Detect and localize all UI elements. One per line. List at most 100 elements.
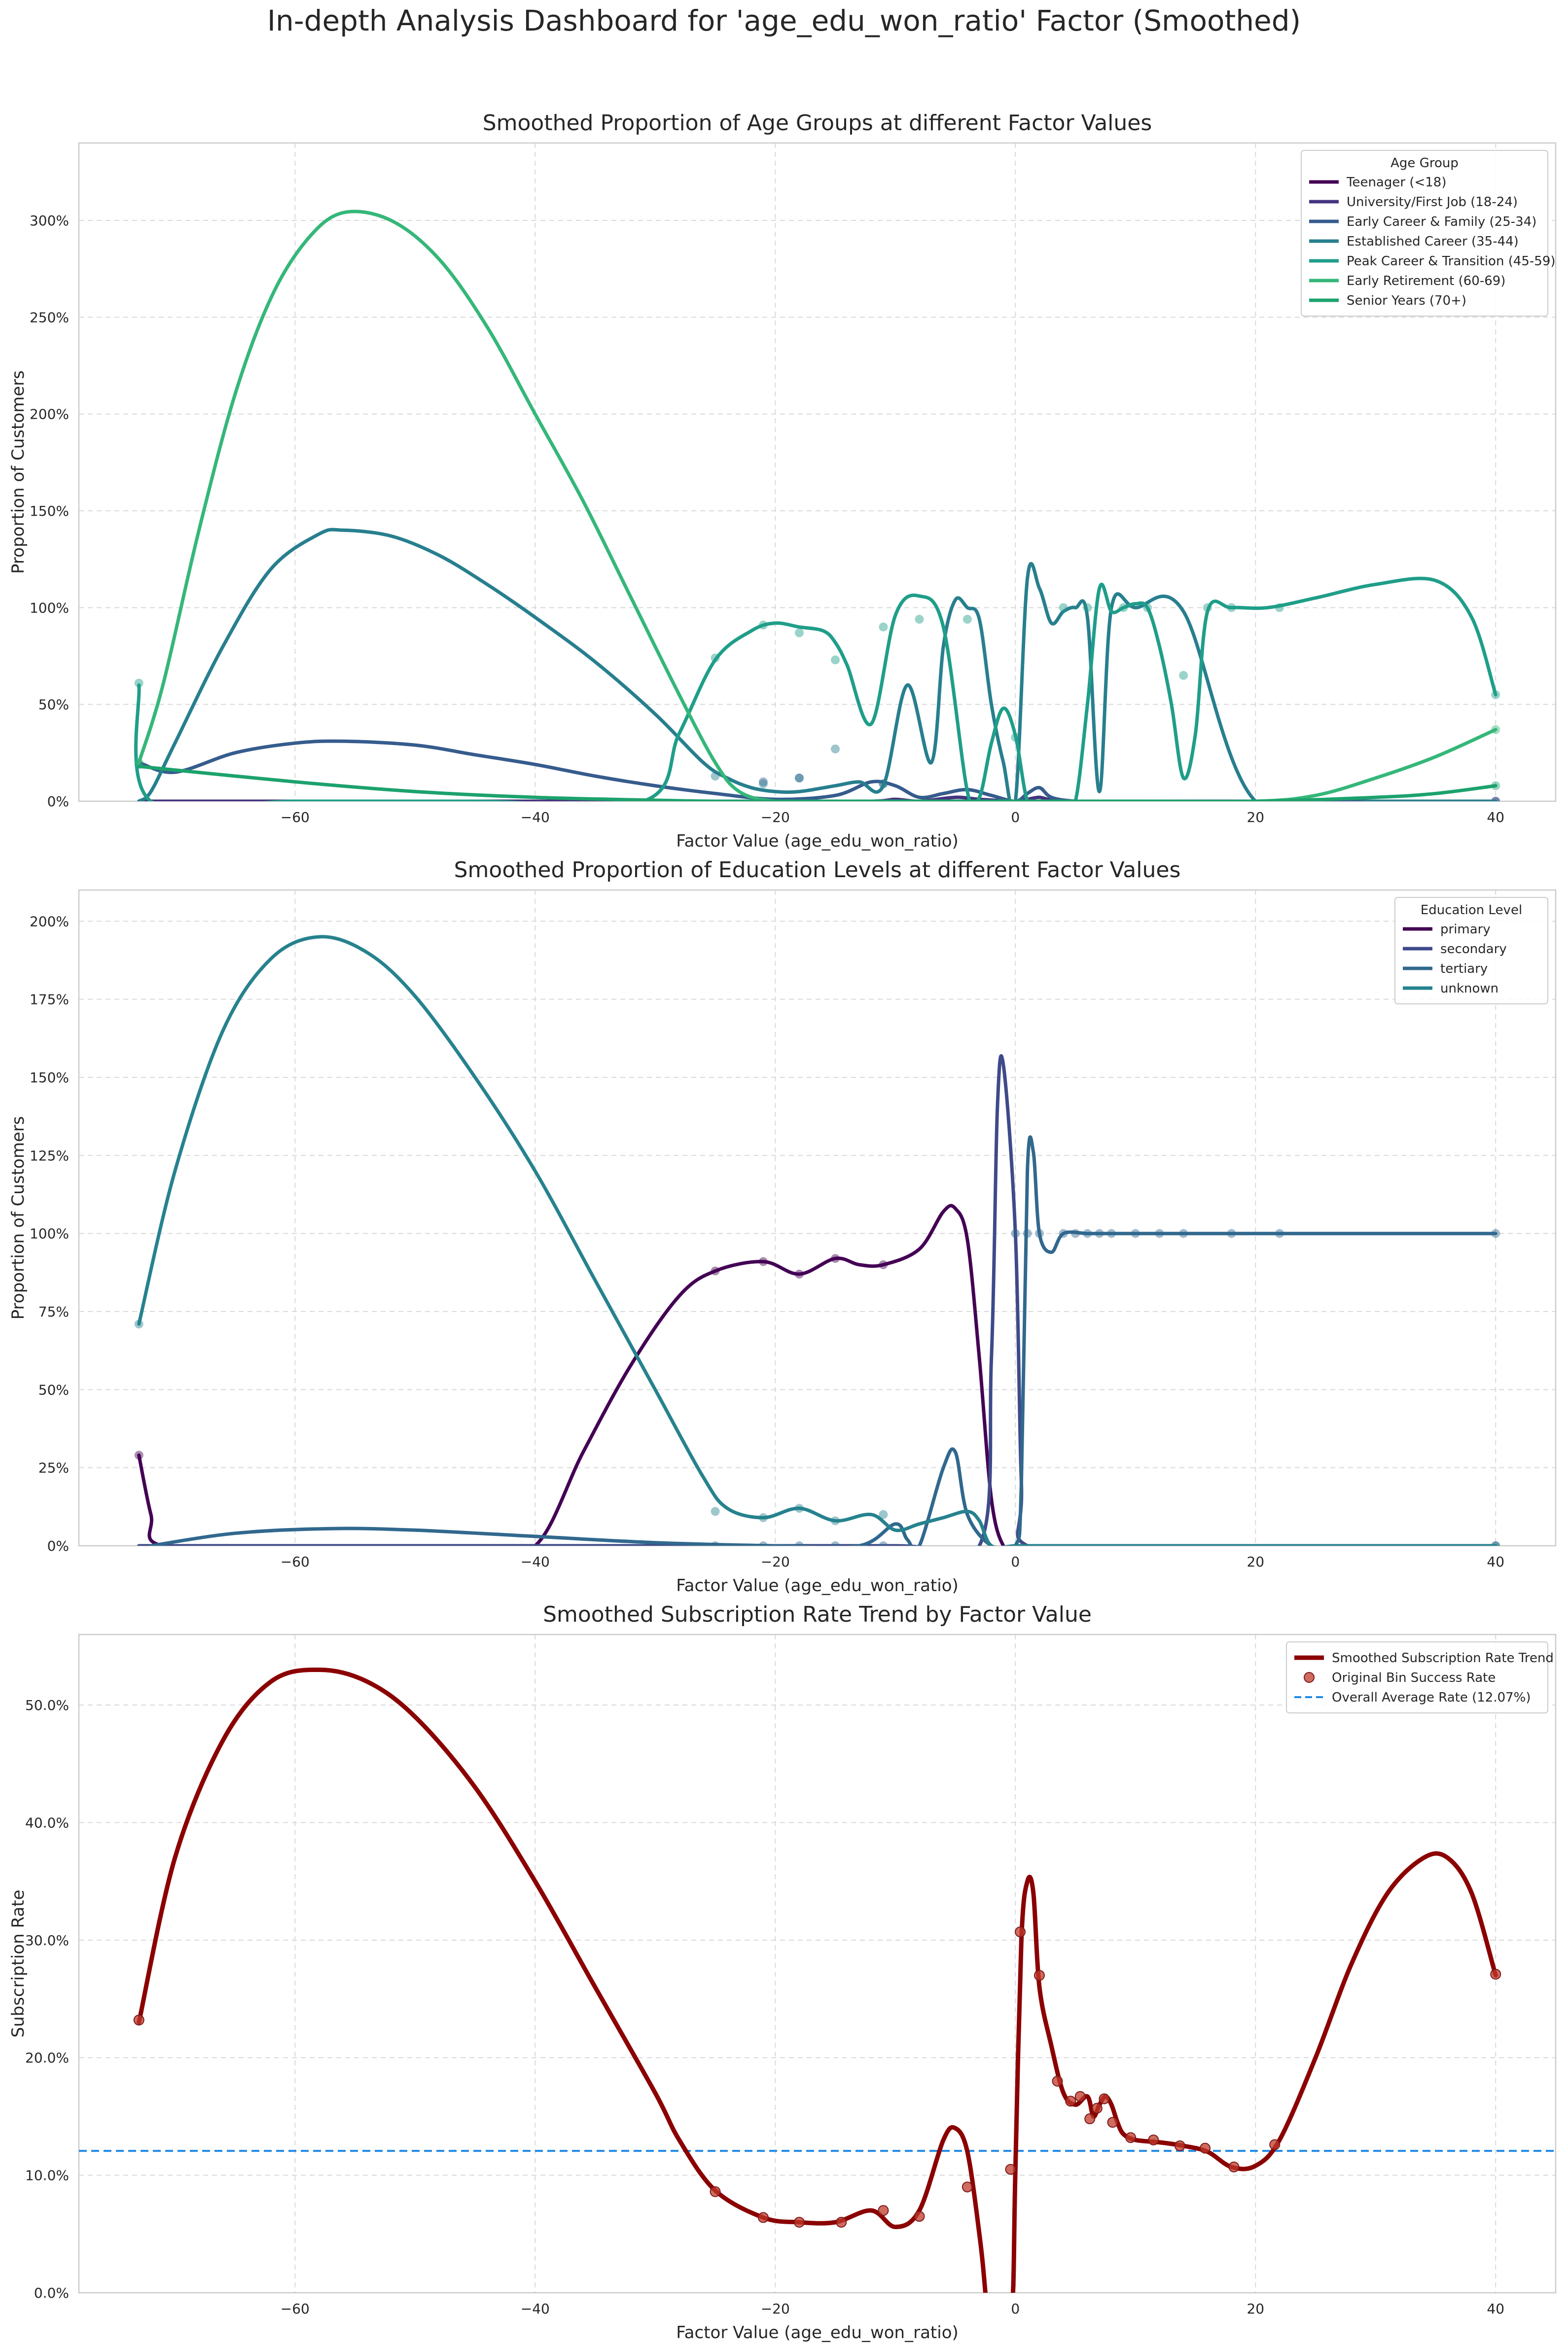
data-point: [1125, 2132, 1137, 2143]
y-tick-label: 75%: [38, 1304, 69, 1320]
data-point: [758, 620, 768, 630]
series-line: [137, 935, 1497, 1546]
y-tick-label: 0.0%: [34, 2285, 69, 2301]
data-point: [1275, 1229, 1284, 1238]
x-tick-label: 0: [1011, 1554, 1020, 1570]
data-point: [1071, 1229, 1080, 1238]
data-point: [133, 2014, 144, 2026]
data-point: [1199, 2142, 1211, 2154]
y-tick-label: 100%: [30, 600, 69, 616]
data-point: [711, 771, 720, 781]
y-tick-label: 50%: [38, 697, 69, 713]
data-point: [1074, 2091, 1086, 2102]
data-point: [831, 1541, 840, 1546]
data-point: [134, 1319, 143, 1329]
x-tick-label: −60: [281, 809, 310, 825]
series-age-4: [134, 576, 1500, 801]
x-tick-label: 40: [1487, 2301, 1504, 2317]
data-point: [794, 628, 804, 638]
x-tick-label: −20: [761, 809, 790, 825]
data-point: [1119, 603, 1128, 612]
data-point: [1084, 2113, 1096, 2125]
chart-edu: −60 −40 −20 0 20 40 0% 25% 50% 75% 100% 125% 150% 175…: [8, 857, 1557, 1596]
data-point: [1015, 1926, 1026, 1938]
data-point: [879, 779, 888, 788]
data-point: [962, 2181, 973, 2193]
legend-box: [1301, 150, 1548, 317]
data-point: [758, 1257, 768, 1266]
data-point: [1033, 1970, 1045, 1981]
plot-area: [134, 210, 1500, 801]
data-point: [1083, 603, 1092, 612]
data-point: [1227, 603, 1236, 612]
data-point: [1143, 603, 1152, 612]
series-age-6: [137, 764, 1500, 801]
x-tick-label: 20: [1247, 1554, 1264, 1570]
data-point: [1052, 2075, 1063, 2087]
series-edu-1: [137, 1054, 1500, 1546]
data-point: [1005, 2164, 1016, 2175]
data-point: [1490, 1968, 1501, 1980]
data-point: [1023, 1229, 1032, 1238]
y-tick-label: 20.0%: [25, 2050, 69, 2066]
data-point: [1148, 2134, 1159, 2146]
data-point: [1034, 1229, 1044, 1238]
data-point: [1227, 1229, 1236, 1238]
y-tick-label: 0%: [47, 793, 69, 810]
data-point: [1174, 2140, 1185, 2152]
series-line: [137, 1668, 1498, 2293]
x-tick-label: 0: [1011, 2301, 1020, 2317]
series-age-5: [134, 210, 1500, 801]
y-tick-label: 150%: [30, 1069, 69, 1086]
series-age-2: [134, 739, 1500, 801]
x-tick-label: 40: [1487, 1554, 1504, 1570]
series-line: [137, 739, 1497, 801]
legend: Smoothed Subscription Rate Trend Original…: [1286, 1641, 1554, 1713]
y-tick-label: 150%: [30, 503, 69, 519]
data-point: [1107, 2117, 1118, 2128]
x-tick-label: −60: [281, 2301, 310, 2317]
data-point: [915, 614, 924, 624]
data-point: [879, 1541, 888, 1546]
data-point: [794, 1541, 804, 1546]
plot-area: [134, 935, 1500, 1546]
y-tick-label: 250%: [30, 309, 69, 325]
legend-swatch: [1304, 1672, 1315, 1683]
data-point: [831, 744, 840, 753]
x-tick-label: 20: [1247, 809, 1264, 825]
data-point: [1059, 1229, 1068, 1238]
legend-label: tertiary: [1440, 961, 1488, 976]
legend-label: Peak Career & Transition (45-59): [1347, 254, 1556, 269]
chart-age: −60 −40 −20 0 20 40 0% 50% 100% 150% 200% 250% 300% S…: [8, 110, 1557, 851]
data-point: [1131, 1229, 1140, 1238]
x-tick-label: 0: [1011, 809, 1020, 825]
series-line: [137, 764, 1497, 801]
data-point: [757, 2212, 769, 2223]
y-tick-label: 30.0%: [25, 1932, 69, 1949]
legend-label: Established Career (35-44): [1347, 234, 1519, 249]
x-axis-label: Factor Value (age_edu_won_ratio): [676, 2323, 959, 2343]
series-line: [137, 528, 1497, 801]
y-tick-label: 50%: [38, 1382, 69, 1398]
x-tick-label: −20: [761, 1554, 790, 1570]
data-point: [879, 1260, 888, 1269]
data-point: [794, 1504, 804, 1513]
data-point: [962, 614, 972, 624]
data-point: [1491, 1229, 1500, 1238]
y-tick-label: 100%: [30, 1226, 69, 1242]
y-tick-label: 50.0%: [25, 1697, 69, 1713]
data-point: [1491, 725, 1500, 734]
legend-label: Original Bin Success Rate: [1332, 1671, 1496, 1685]
y-tick-label: 175%: [30, 992, 69, 1008]
data-point: [793, 2216, 805, 2228]
legend-label: Overall Average Rate (12.07%): [1332, 1690, 1531, 1705]
data-point: [836, 2216, 847, 2228]
plot-area: [79, 1668, 1556, 2293]
data-point: [1491, 1541, 1500, 1546]
data-point: [134, 758, 143, 767]
data-point: [710, 2186, 721, 2197]
data-point: [1095, 1229, 1104, 1238]
legend-box: [1394, 897, 1548, 1004]
data-point: [758, 777, 768, 786]
